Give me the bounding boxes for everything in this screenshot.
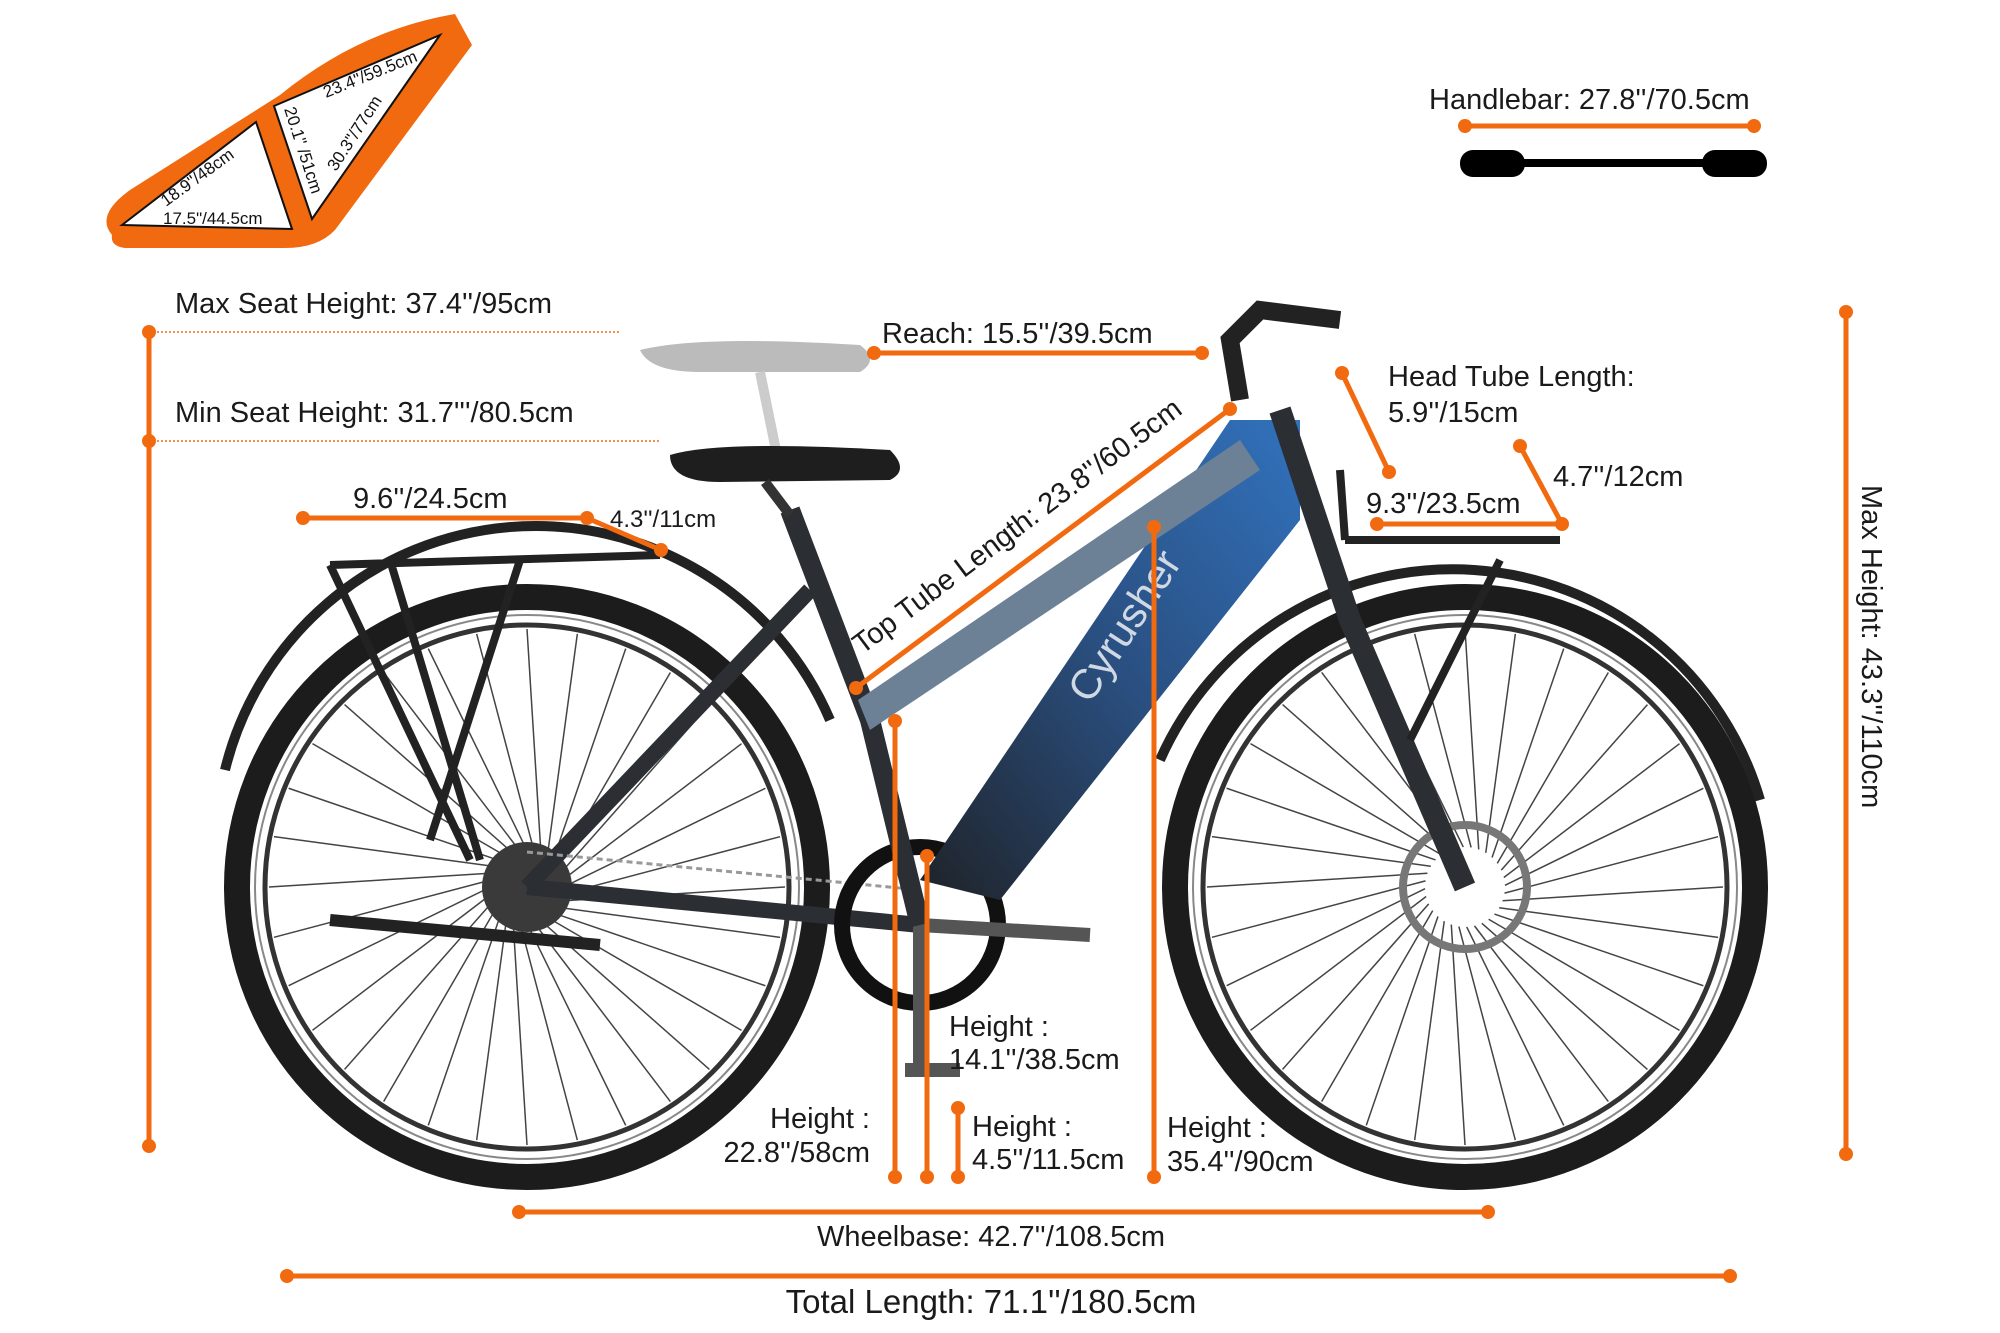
front-rack-height-label: 4.7''/12cm [1553, 461, 1683, 493]
spoke [1504, 787, 1704, 886]
min-seat-height-label: Min Seat Height: 31.7'''/80.5cm [175, 397, 574, 429]
head-tube-label-line2: 5.9''/15cm [1388, 397, 1518, 429]
spoke [1250, 895, 1427, 1031]
spoke [1413, 633, 1472, 848]
max-height-label: Max Height: 43.3''/110cm [1855, 485, 1887, 808]
spoke [547, 633, 579, 853]
dimension-lines [142, 119, 1853, 1283]
geometry-chart: 18.9"/48cm 17.5"/44.5cm 20.1" /51cm 23.4… [106, 14, 472, 248]
spoke [268, 872, 490, 888]
spoke [1500, 704, 1648, 871]
spoke [273, 835, 493, 867]
spoke [1250, 743, 1442, 856]
spoke [288, 888, 488, 987]
height-1-line2: 22.8''/58cm [724, 1137, 871, 1169]
spoke [312, 895, 489, 1031]
spoke [475, 921, 507, 1141]
spoke [1466, 926, 1565, 1126]
front-rack-length-label: 9.3''/23.5cm [1366, 488, 1521, 520]
spoke [553, 648, 627, 858]
spoke [1211, 835, 1431, 867]
spoke [427, 916, 501, 1126]
spoke [273, 880, 488, 939]
spoke [556, 913, 766, 987]
spoke [1502, 886, 1724, 902]
spoke [535, 925, 671, 1102]
total-length-label: Total Length: 71.1''/180.5cm [786, 1283, 1197, 1320]
spoke [1450, 924, 1466, 1146]
spoke [561, 907, 781, 939]
rack-length-label: 9.6''/24.5cm [353, 483, 508, 515]
spoke [1473, 925, 1609, 1102]
spoke [1211, 880, 1426, 939]
spoke [1503, 743, 1680, 879]
spoke [1458, 926, 1517, 1141]
spoke [1321, 910, 1434, 1102]
front-wheel [1162, 584, 1768, 1190]
spoke [1226, 787, 1436, 861]
rack-offset-label: 4.3''/11cm [610, 506, 716, 533]
handlebar-label: Handlebar: 27.8''/70.5cm [1429, 84, 1750, 116]
height-4-line2: 35.4''/90cm [1167, 1146, 1314, 1178]
spoke [1365, 916, 1439, 1126]
height-4-line1: Height : [1167, 1112, 1267, 1144]
spoke [1494, 913, 1704, 987]
reach-label: Reach: 15.5''/39.5cm [882, 318, 1153, 350]
spoke [566, 835, 781, 894]
spoke [1485, 633, 1517, 853]
head-tube-label-line1: Head Tube Length: [1388, 361, 1635, 393]
spoke [565, 743, 742, 879]
geometry-chainstay: 17.5"/44.5cm [163, 209, 263, 228]
handlebar-icon [1460, 150, 1767, 177]
spoke [566, 787, 766, 886]
bike-illustration: Cyrusher [220, 300, 1768, 1190]
spoke [1413, 921, 1445, 1141]
spoke [1206, 872, 1428, 888]
spoke [427, 648, 526, 848]
spoke [1226, 888, 1426, 987]
spoke [1491, 648, 1565, 858]
spoke [1481, 922, 1648, 1070]
spoke [1504, 835, 1719, 894]
spoke [528, 926, 627, 1126]
spoke [1496, 672, 1609, 864]
spoke [383, 910, 496, 1102]
wheelbase-label: Wheelbase: 42.7''/108.5cm [817, 1221, 1165, 1253]
spoke [512, 924, 528, 1146]
spoke [1282, 903, 1430, 1070]
spoke [520, 926, 579, 1141]
spoke [1282, 704, 1449, 852]
height-2-line2: 14.1''/38.5cm [949, 1044, 1120, 1076]
height-2-line1: Height : [949, 1011, 1049, 1043]
max-seat-height-label: Max Seat Height: 37.4''/95cm [175, 288, 552, 320]
spoke [1464, 628, 1480, 850]
height-3-line2: 4.5''/11.5cm [972, 1144, 1124, 1176]
spoke [526, 628, 542, 850]
spoke [1488, 918, 1680, 1031]
height-1-line1: Height : [770, 1103, 870, 1135]
rear-wheel [224, 584, 830, 1190]
spoke [1499, 907, 1719, 939]
height-3-line1: Height : [972, 1111, 1072, 1143]
